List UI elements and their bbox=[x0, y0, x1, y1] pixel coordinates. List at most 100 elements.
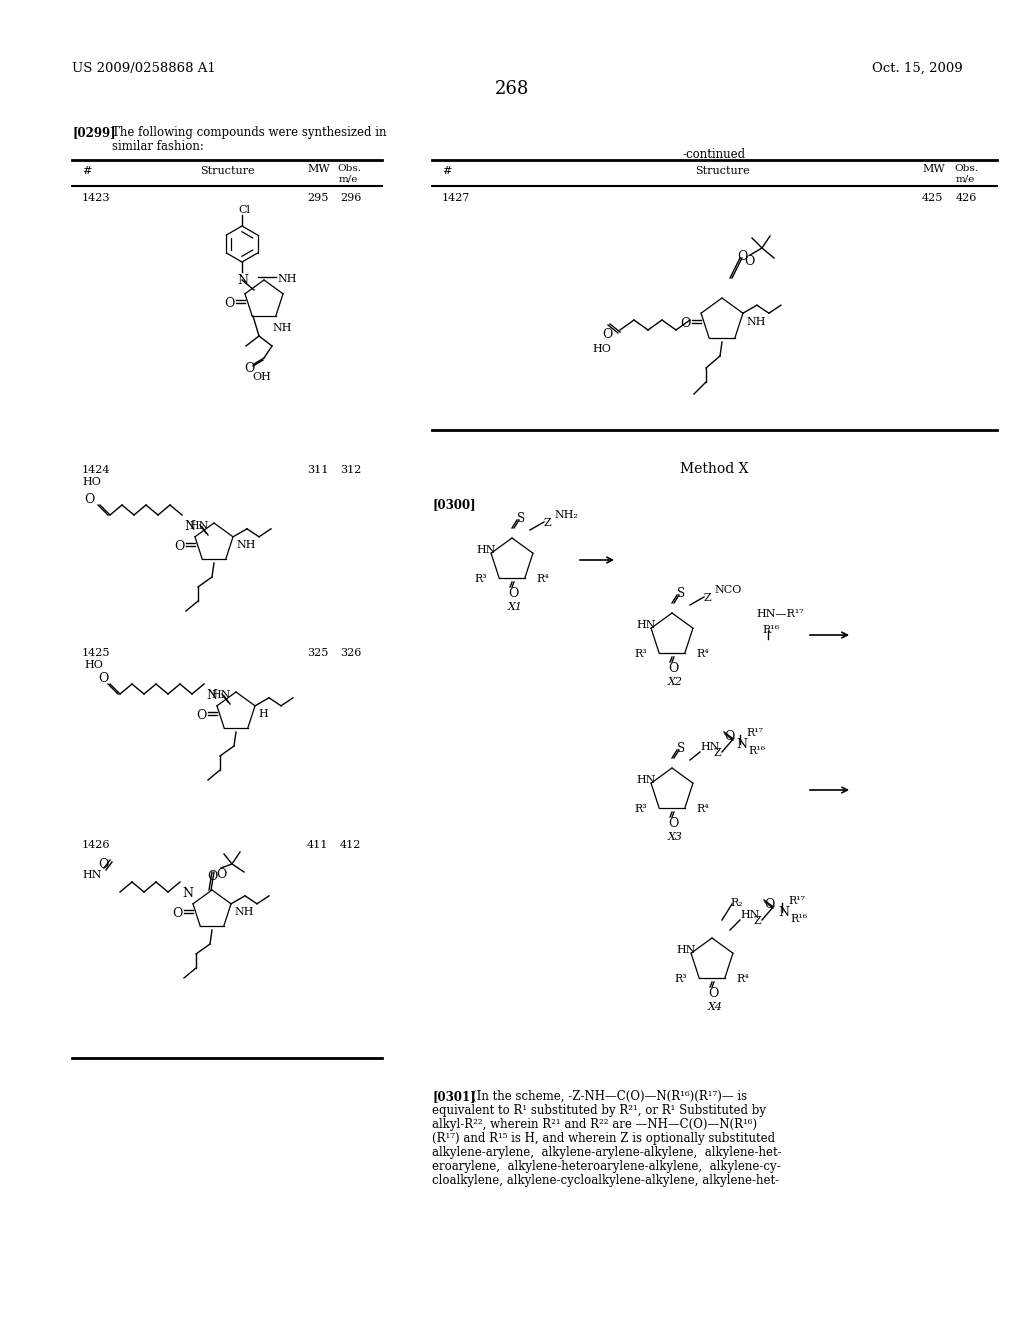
Text: R¹⁷: R¹⁷ bbox=[746, 729, 763, 738]
Text: HN: HN bbox=[476, 545, 496, 554]
Text: Cl: Cl bbox=[238, 205, 250, 215]
Text: O: O bbox=[207, 870, 217, 883]
Text: R⁴: R⁴ bbox=[696, 649, 709, 659]
Text: HO: HO bbox=[84, 660, 102, 671]
Text: HN: HN bbox=[82, 870, 101, 880]
Text: O: O bbox=[708, 987, 719, 1001]
Text: 311: 311 bbox=[307, 465, 329, 475]
Text: NH: NH bbox=[234, 907, 254, 917]
Text: #: # bbox=[442, 166, 452, 176]
Text: O: O bbox=[216, 869, 226, 880]
Text: OH: OH bbox=[252, 372, 271, 381]
Text: 296: 296 bbox=[340, 193, 361, 203]
Text: eroarylene,  alkylene-heteroarylene-alkylene,  alkylene-cy-: eroarylene, alkylene-heteroarylene-alkyl… bbox=[432, 1160, 780, 1173]
Text: Z: Z bbox=[705, 593, 712, 603]
Text: N: N bbox=[778, 906, 790, 919]
Text: NH₂: NH₂ bbox=[554, 510, 578, 520]
Text: [0300]: [0300] bbox=[432, 498, 475, 511]
Text: 1426: 1426 bbox=[82, 840, 111, 850]
Text: N: N bbox=[736, 738, 746, 751]
Text: S: S bbox=[677, 587, 685, 601]
Text: HN: HN bbox=[189, 521, 209, 531]
Text: The following compounds were synthesized in: The following compounds were synthesized… bbox=[112, 125, 386, 139]
Text: 411: 411 bbox=[307, 840, 329, 850]
Text: R¹⁶: R¹⁶ bbox=[748, 746, 765, 756]
Text: R⁴: R⁴ bbox=[536, 574, 549, 583]
Text: 1424: 1424 bbox=[82, 465, 111, 475]
Text: US 2009/0258868 A1: US 2009/0258868 A1 bbox=[72, 62, 216, 75]
Text: O: O bbox=[98, 672, 109, 685]
Text: HN—R¹⁷: HN—R¹⁷ bbox=[756, 609, 804, 619]
Text: S: S bbox=[677, 742, 685, 755]
Text: X2: X2 bbox=[668, 677, 683, 686]
Text: Method X: Method X bbox=[680, 462, 749, 477]
Text: R⁴: R⁴ bbox=[736, 974, 749, 983]
Text: H: H bbox=[258, 709, 267, 719]
Text: HO: HO bbox=[592, 345, 611, 354]
Text: MW: MW bbox=[922, 164, 945, 174]
Text: N: N bbox=[184, 520, 195, 533]
Text: N: N bbox=[182, 887, 193, 900]
Text: R³: R³ bbox=[674, 974, 687, 983]
Text: HN: HN bbox=[700, 742, 720, 752]
Text: HN: HN bbox=[211, 690, 230, 700]
Text: similar fashion:: similar fashion: bbox=[112, 140, 204, 153]
Text: O: O bbox=[174, 540, 184, 553]
Text: 426: 426 bbox=[956, 193, 977, 203]
Text: NH: NH bbox=[278, 275, 297, 284]
Text: 1423: 1423 bbox=[82, 193, 111, 203]
Text: 412: 412 bbox=[340, 840, 361, 850]
Text: HO: HO bbox=[82, 477, 101, 487]
Text: HN: HN bbox=[676, 945, 695, 954]
Text: HN: HN bbox=[636, 775, 655, 785]
Text: O: O bbox=[764, 898, 774, 911]
Text: X3: X3 bbox=[668, 832, 683, 842]
Text: Obs.: Obs. bbox=[337, 164, 361, 173]
Text: Obs.: Obs. bbox=[954, 164, 978, 173]
Text: NH: NH bbox=[236, 540, 256, 550]
Text: 326: 326 bbox=[340, 648, 361, 657]
Text: Z: Z bbox=[754, 916, 762, 927]
Text: O: O bbox=[244, 362, 254, 375]
Text: R₂: R₂ bbox=[730, 898, 742, 908]
Text: equivalent to R¹ substituted by R²¹, or R¹ Substituted by: equivalent to R¹ substituted by R²¹, or … bbox=[432, 1104, 766, 1117]
Text: 1425: 1425 bbox=[82, 648, 111, 657]
Text: R³: R³ bbox=[474, 574, 486, 583]
Text: cloalkylene, alkylene-cycloalkylene-alkylene, alkylene-het-: cloalkylene, alkylene-cycloalkylene-alky… bbox=[432, 1173, 779, 1187]
Text: O: O bbox=[224, 297, 234, 310]
Text: (R¹⁷) and R¹⁵ is H, and wherein Z is optionally substituted: (R¹⁷) and R¹⁵ is H, and wherein Z is opt… bbox=[432, 1133, 775, 1144]
Text: O: O bbox=[668, 663, 678, 675]
Text: 1427: 1427 bbox=[442, 193, 470, 203]
Text: O: O bbox=[196, 709, 207, 722]
Text: R¹⁶: R¹⁶ bbox=[762, 624, 779, 635]
Text: (In the scheme, -Z-NH—C(O)—N(R¹⁶)(R¹⁷)— is: (In the scheme, -Z-NH—C(O)—N(R¹⁶)(R¹⁷)— … bbox=[472, 1090, 748, 1104]
Text: O: O bbox=[508, 587, 518, 601]
Text: O: O bbox=[172, 907, 182, 920]
Text: R⁴: R⁴ bbox=[696, 804, 709, 814]
Text: R¹⁷: R¹⁷ bbox=[788, 896, 805, 906]
Text: S: S bbox=[517, 512, 525, 525]
Text: O: O bbox=[744, 255, 755, 268]
Text: O: O bbox=[602, 327, 612, 341]
Text: 312: 312 bbox=[340, 465, 361, 475]
Text: Structure: Structure bbox=[200, 166, 254, 176]
Text: -continued: -continued bbox=[682, 148, 745, 161]
Text: O: O bbox=[680, 317, 690, 330]
Text: R³: R³ bbox=[634, 804, 647, 814]
Text: NH: NH bbox=[746, 317, 766, 327]
Text: O: O bbox=[98, 858, 109, 871]
Text: Z: Z bbox=[544, 517, 552, 528]
Text: alkylene-arylene,  alkylene-arylene-alkylene,  alkylene-het-: alkylene-arylene, alkylene-arylene-alkyl… bbox=[432, 1146, 781, 1159]
Text: 325: 325 bbox=[307, 648, 329, 657]
Text: O: O bbox=[84, 492, 94, 506]
Text: R³: R³ bbox=[634, 649, 647, 659]
Text: #: # bbox=[82, 166, 91, 176]
Text: m/e: m/e bbox=[956, 176, 976, 183]
Text: HN: HN bbox=[636, 620, 655, 630]
Text: 425: 425 bbox=[922, 193, 943, 203]
Text: Structure: Structure bbox=[694, 166, 750, 176]
Text: 295: 295 bbox=[307, 193, 329, 203]
Text: X1: X1 bbox=[508, 602, 523, 612]
Text: O: O bbox=[668, 817, 678, 830]
Text: N: N bbox=[206, 689, 217, 702]
